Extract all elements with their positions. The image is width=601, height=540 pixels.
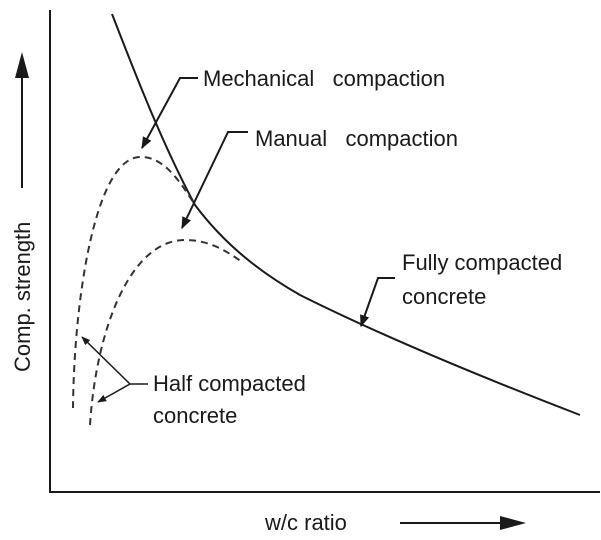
label: Fully compacted: [402, 250, 562, 275]
half-pointer: [97, 383, 131, 403]
x-axis-arrowhead: [500, 516, 526, 530]
full-compaction-curve: [111, 13, 581, 416]
y-axis-label: Comp. strength: [10, 222, 35, 372]
label: Manual compaction: [255, 126, 458, 151]
label: Half compacted: [153, 371, 306, 396]
mechanical-curve: [72, 155, 196, 409]
label: concrete: [402, 284, 486, 309]
axes: [49, 10, 600, 493]
fully-pointer: [360, 277, 395, 328]
mechanical-pointer: [141, 77, 198, 150]
manual-curve: [89, 238, 243, 426]
y-axis-arrowhead: [15, 52, 29, 78]
half-pointer: [81, 336, 148, 385]
manual-pointer: [181, 131, 248, 230]
label: concrete: [153, 403, 237, 428]
x-axis-label: w/c ratio: [264, 510, 347, 535]
label: Mechanical compaction: [203, 66, 445, 91]
